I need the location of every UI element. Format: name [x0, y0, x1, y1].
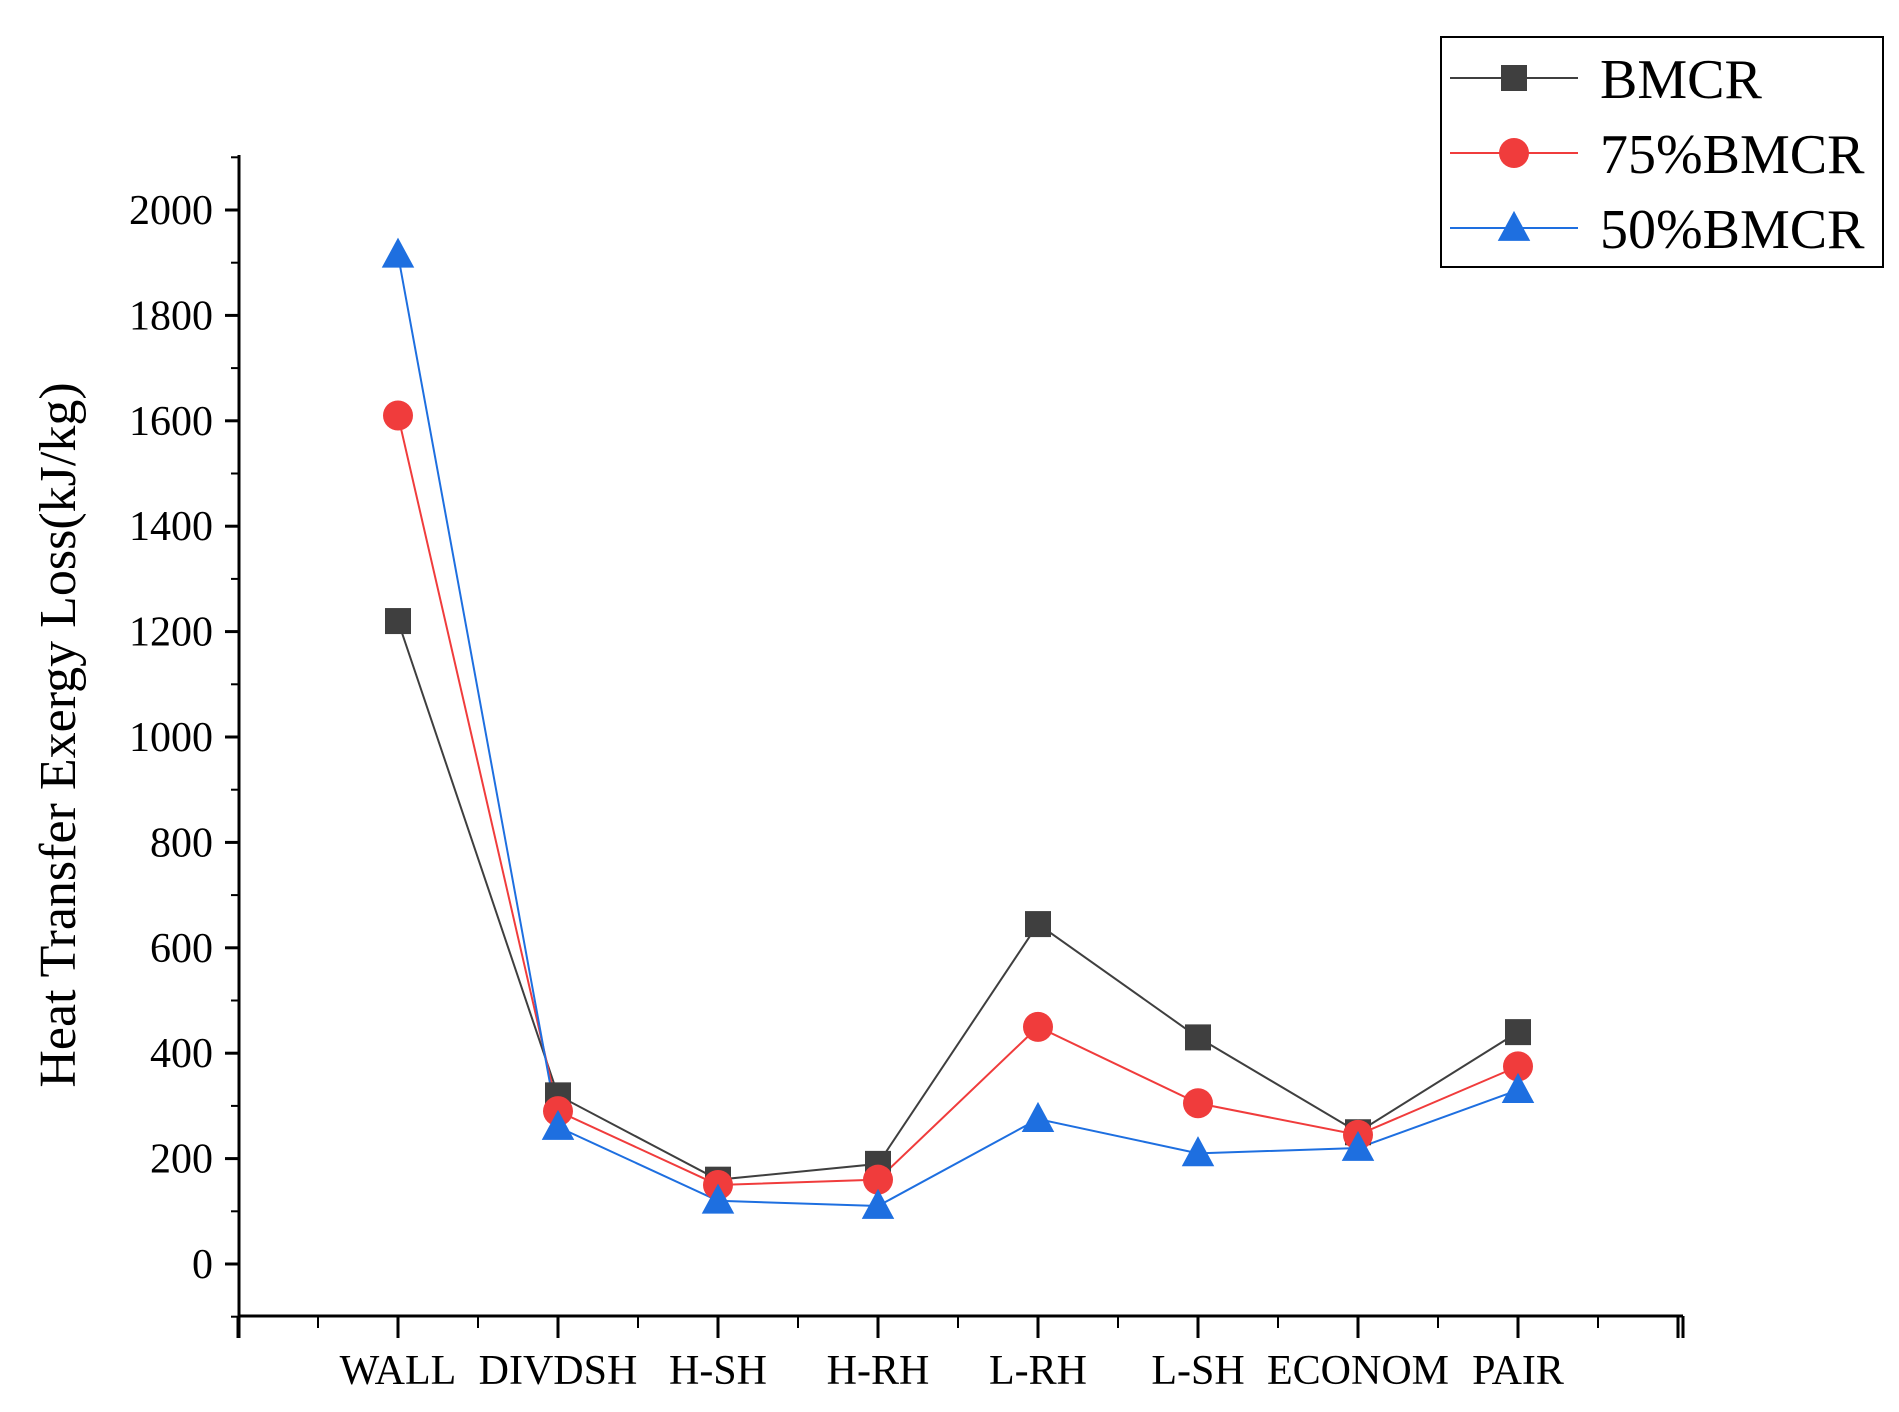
data-point-75pctbmcr-wall: [383, 400, 413, 431]
x-tick-label: PAIR: [1472, 1348, 1564, 1394]
series-lines: [397, 254, 1519, 1208]
legend-label: 50%BMCR: [1600, 199, 1865, 261]
y-tick-label: 2000: [129, 188, 213, 234]
series-line-75pctbmcr: [397, 415, 1519, 1186]
y-tick-label: 200: [150, 1137, 213, 1183]
y-tick-label: 1800: [129, 293, 213, 339]
y-tick-label: 400: [150, 1031, 213, 1077]
y-tick-label: 0: [192, 1242, 213, 1288]
x-tick-label: L-SH: [1151, 1348, 1244, 1394]
series-markers: [381, 237, 1535, 1219]
legend-label: BMCR: [1600, 49, 1762, 111]
data-point-50pctbmcr-econom: [1341, 1130, 1375, 1161]
x-tick-label: H-SH: [669, 1348, 767, 1394]
data-point-50pctbmcr-l-sh: [1181, 1136, 1215, 1167]
data-point-50pctbmcr-divdsh: [541, 1109, 575, 1140]
data-point-75pctbmcr-l-sh: [1183, 1088, 1213, 1119]
data-point-50pctbmcr-h-rh: [861, 1188, 895, 1219]
y-tick-label: 1400: [129, 504, 213, 550]
data-point-bmcr-wall: [385, 608, 411, 635]
data-point-bmcr-l-sh: [1185, 1024, 1211, 1051]
x-tick-label: ECONOM: [1267, 1348, 1449, 1394]
x-tick-label: L-RH: [989, 1348, 1087, 1394]
y-tick-label: 1000: [129, 715, 213, 761]
data-point-50pctbmcr-l-rh: [1021, 1101, 1055, 1132]
x-tick-label: WALL: [340, 1348, 457, 1394]
legend-marker: [1497, 210, 1531, 241]
y-tick-label: 1200: [129, 610, 213, 656]
legend-marker: [1499, 138, 1529, 168]
y-tick-label: 800: [150, 820, 213, 866]
y-tick-label: 1600: [129, 399, 213, 445]
data-point-bmcr-l-rh: [1025, 911, 1051, 938]
x-tick-label: H-RH: [827, 1348, 930, 1394]
legend-label: 75%BMCR: [1600, 124, 1865, 186]
series-line-50pctbmcr: [397, 254, 1519, 1208]
axes: 0 200 400 600 800 1000 1200 1400 1600 1800 2000 WAL…: [129, 155, 1685, 1394]
x-tick-label: DIVDSH: [479, 1348, 638, 1394]
data-point-75pctbmcr-pair: [1503, 1051, 1533, 1082]
data-point-75pctbmcr-l-rh: [1023, 1011, 1053, 1042]
data-point-50pctbmcr-wall: [381, 237, 415, 268]
data-point-50pctbmcr-h-sh: [701, 1183, 735, 1214]
series-line-bmcr: [397, 620, 1519, 1181]
legend-marker: [1501, 65, 1527, 91]
y-tick-label: 600: [150, 926, 213, 972]
data-point-bmcr-pair: [1505, 1019, 1531, 1046]
data-point-75pctbmcr-h-rh: [863, 1164, 893, 1195]
y-axis-title: Heat Transfer Exergy Loss(kJ/kg): [30, 382, 87, 1087]
data-point-50pctbmcr-pair: [1501, 1072, 1535, 1103]
legend: BMCR 75%BMCR 50%BMCR: [1440, 36, 1884, 268]
